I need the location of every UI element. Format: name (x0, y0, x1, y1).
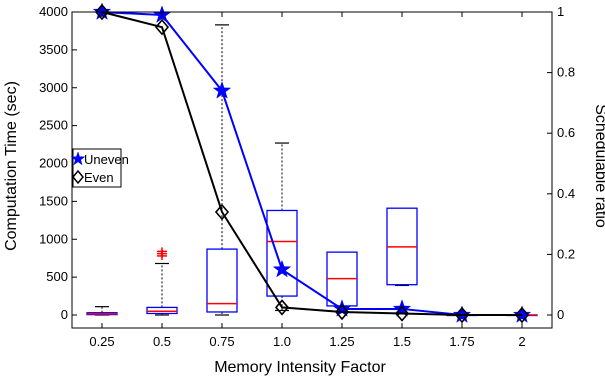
y-axis-label-left: Computation Time (sec) (3, 81, 20, 251)
x-tick-label: 0.5 (153, 334, 171, 349)
series-line-even (101, 11, 522, 316)
point-even (94, 3, 110, 21)
legend-uneven-marker (70, 151, 86, 166)
y-tick-label-right: 0 (557, 307, 564, 322)
legend: Uneven Even (70, 148, 129, 188)
legend-box (72, 148, 122, 188)
point-uneven (332, 299, 352, 317)
y-tick-label-left: 4000 (39, 4, 68, 19)
axes-layer (71, 11, 553, 329)
y-tick-label-left: 2500 (39, 118, 68, 133)
legend-uneven-label: Uneven (84, 152, 129, 167)
y-tick-label-right: 0.2 (557, 246, 575, 261)
y-axis-label-right: Schedulable ratio (592, 104, 605, 228)
y-tick-label-right: 1 (557, 4, 564, 19)
y-tick-label-left: 3500 (39, 42, 68, 57)
box (146, 306, 178, 315)
x-tick-label: 1.75 (449, 334, 474, 349)
point-uneven (212, 81, 232, 99)
plot-frame (71, 11, 553, 329)
series-line-uneven (101, 11, 522, 316)
point-even (274, 299, 290, 316)
text-layer: 0 500 1000 1500 2000 2500 3000 3500 4000 0 0.2 0.4 0… (39, 4, 575, 349)
point-even (334, 303, 350, 321)
box (206, 248, 238, 313)
x-tick-label: 1.5 (393, 334, 411, 349)
x-tick-label: 1.0 (273, 334, 291, 349)
box (266, 209, 298, 297)
x-tick-label: 1.25 (329, 334, 354, 349)
x-axis-label: Memory Intensity Factor (214, 359, 386, 376)
y-tick-label-right: 0.6 (557, 125, 575, 140)
y-tick-label-left: 1500 (39, 193, 68, 208)
point-even (514, 306, 530, 324)
legend-star-icon (70, 151, 86, 166)
boxplot-layer (86, 24, 538, 317)
y-tick-label-right: 0.4 (557, 186, 575, 201)
y-tick-label-right: 0.8 (557, 65, 575, 80)
series-layer (92, 2, 532, 324)
y-tick-label-left: 500 (46, 269, 68, 284)
x-tick-label: 2 (518, 334, 525, 349)
x-tick-label: 0.25 (89, 334, 114, 349)
y-tick-label-left: 0 (61, 307, 68, 322)
legend-diamond-icon (72, 169, 84, 185)
point-even (154, 18, 170, 36)
x-tick-label: 0.75 (209, 334, 234, 349)
point-even (394, 305, 410, 322)
legend-even-marker (72, 169, 84, 185)
point-even (214, 203, 230, 221)
point-even (454, 306, 470, 324)
y-tick-label-left: 1000 (39, 231, 68, 246)
y-tick-label-left: 3000 (39, 80, 68, 95)
y-tick-label-left: 2000 (39, 156, 68, 171)
point-uneven (272, 259, 292, 278)
legend-even-label: Even (84, 170, 114, 185)
